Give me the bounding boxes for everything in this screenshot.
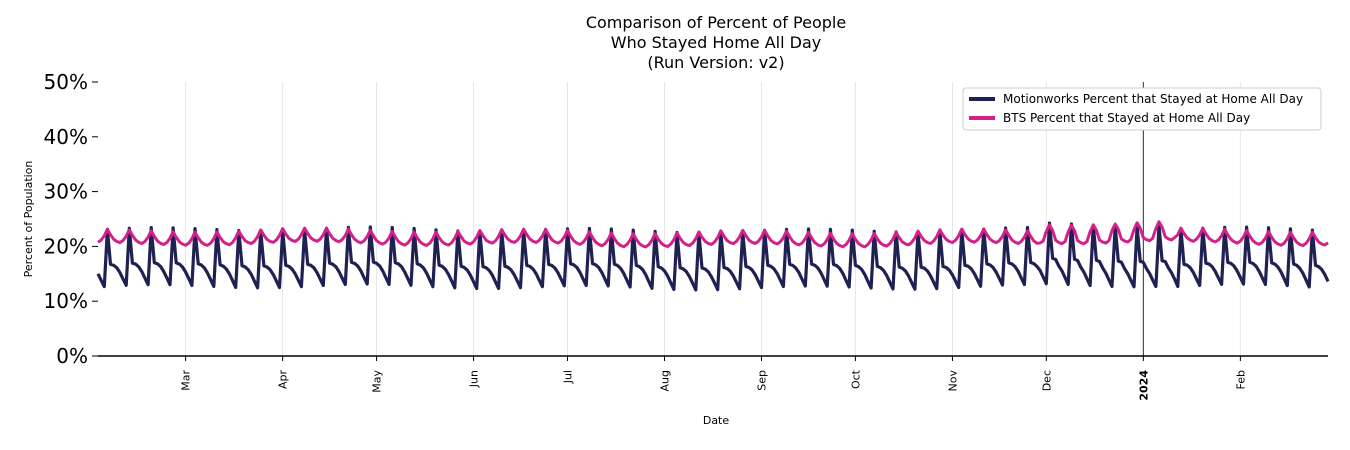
chart-title-line-3: (Run Version: v2) [647,53,784,72]
x-tick-label: Oct [849,369,862,389]
x-tick-label: Dec [1040,370,1053,391]
y-tick-label: 0% [56,344,88,368]
y-tick-label: 30% [44,180,88,204]
x-tick-label: 2024 [1137,370,1150,401]
series-layer [96,220,1330,292]
legend-label-bts: BTS Percent that Stayed at Home All Day [1003,111,1250,125]
x-tick-label: Aug [658,370,671,391]
x-tick-label: Nov [946,370,959,392]
y-tick-label: 10% [44,289,88,313]
x-tick-label: Apr [277,370,290,390]
y-tick-label: 50% [44,70,88,94]
x-tick-label: Sep [756,370,769,391]
legend: Motionworks Percent that Stayed at Home … [962,87,1322,131]
chart-title-line-1: Comparison of Percent of People [586,13,846,32]
x-tick-label: May [371,370,384,393]
x-tick-label: Jul [561,370,574,384]
series-line-bts [97,220,1329,249]
x-axis-label: Date [703,414,730,427]
legend-box [962,87,1322,131]
x-tick-label: Feb [1234,370,1247,389]
series-line-motionworks [96,221,1330,292]
legend-label-motionworks: Motionworks Percent that Stayed at Home … [1003,92,1303,106]
x-tick-label: Jun [468,370,481,388]
x-tick-label: Mar [180,370,193,391]
chart-title-line-2: Who Stayed Home All Day [611,33,821,52]
y-axis-label: Percent of Population [22,161,35,278]
y-tick-label: 40% [44,125,88,149]
axes: Mar Apr May Jun Jul Aug Sep Oct Nov Dec 2024 Feb 0% 1… [44,70,1328,401]
y-tick-label: 20% [44,234,88,258]
